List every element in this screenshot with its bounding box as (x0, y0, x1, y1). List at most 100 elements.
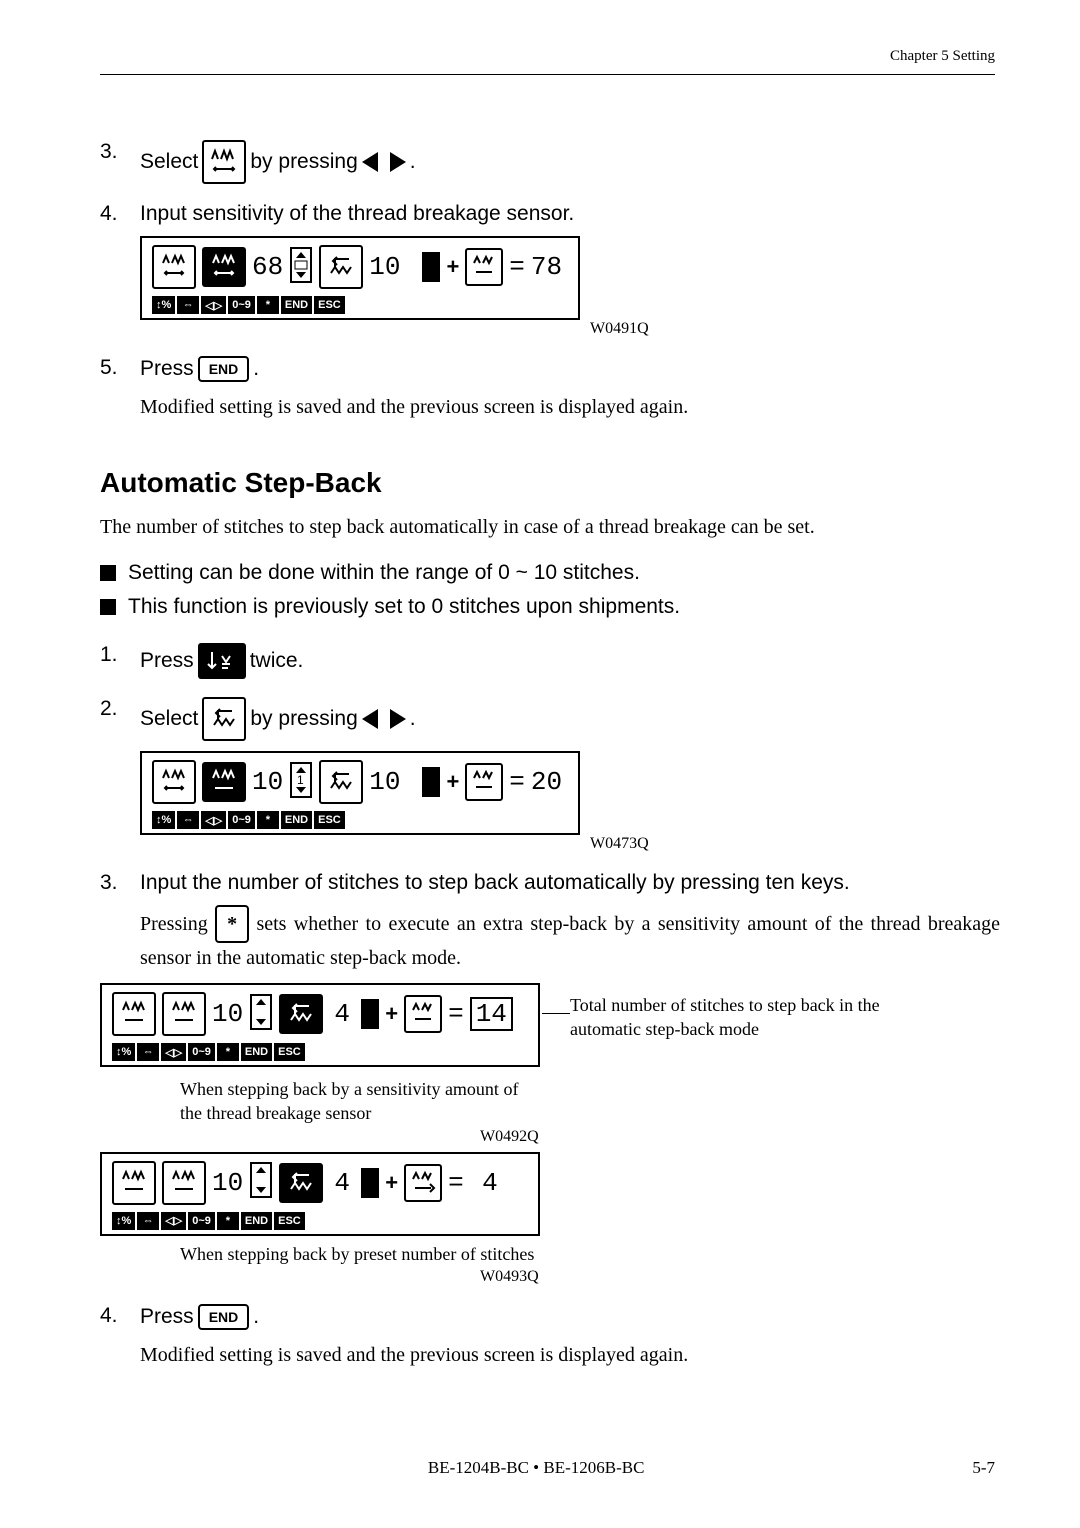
mini-btn: 0~9 (228, 296, 255, 314)
step-text: . (410, 707, 416, 731)
plus-icon: + (446, 769, 459, 795)
reference-code: W0492Q (480, 1128, 1000, 1146)
mini-btn: ⇔ (177, 811, 199, 829)
display-value: 10 (369, 767, 400, 797)
mini-btn: ESC (314, 296, 345, 314)
star-button: * (215, 905, 249, 943)
footer-page: 5-7 (972, 1458, 995, 1478)
stepback-dark-icon (279, 1163, 323, 1203)
sensor-icon-sm (404, 1164, 442, 1202)
display-value: 4 (470, 1168, 498, 1198)
mini-btn: ⇔ (137, 1043, 159, 1061)
step-row: 2. Select by pressing . 10 1 10 (100, 697, 1000, 853)
step-text: Select (140, 150, 198, 174)
updown-icon (249, 993, 273, 1036)
plus-icon: + (385, 1001, 398, 1027)
step-number: 3. (100, 871, 140, 895)
display-value: 10 (252, 767, 283, 797)
sensor-icon (152, 245, 196, 289)
step-text: by pressing (250, 707, 357, 731)
svg-text:1: 1 (297, 773, 304, 787)
step-row: 3. Select by pressing . (100, 140, 1000, 184)
mini-btn: ⇔ (177, 296, 199, 314)
step-text: twice. (250, 649, 304, 673)
bullet-text: This function is previously set to 0 sti… (128, 595, 680, 619)
step-text: Select (140, 707, 198, 731)
footer-model: BE-1204B-BC • BE-1206B-BC (428, 1458, 645, 1478)
display-value: 4 (329, 999, 355, 1029)
sensor-icon (112, 992, 156, 1036)
bullet-item: Setting can be done within the range of … (100, 561, 1000, 585)
sensor-icon-sm (404, 995, 442, 1033)
mini-btn: 0~9 (188, 1212, 215, 1230)
display-value: 78 (531, 252, 562, 282)
updown-icon (289, 246, 313, 289)
step-text: Press (140, 1305, 194, 1329)
step-text: . (253, 1305, 259, 1329)
small-dark-icon (361, 999, 379, 1029)
sensor-icon-sm (465, 763, 503, 801)
mini-btn: ↕% (152, 811, 175, 829)
updown-icon: 1 (289, 761, 313, 804)
step-text: Press (140, 649, 194, 673)
step-row: 4. Press END . Modified setting is saved… (100, 1304, 1000, 1370)
display-value: 20 (531, 767, 562, 797)
display-value: 4 (329, 1168, 355, 1198)
stepback-icon (202, 697, 246, 741)
mini-btn: * (217, 1043, 239, 1061)
display-value: 10 (212, 1168, 243, 1198)
bullet-item: This function is previously set to 0 sti… (100, 595, 1000, 619)
step-text: Input sensitivity of the thread breakage… (140, 202, 1000, 226)
mini-btn: ↕% (112, 1043, 135, 1061)
mini-btn: ↕% (112, 1212, 135, 1230)
section-heading: Automatic Step-Back (100, 467, 1000, 499)
reference-code: W0493Q (480, 1268, 1000, 1286)
plus-icon: + (446, 254, 459, 280)
sensor-icon (202, 140, 246, 184)
mini-btn: ◁▷ (201, 811, 226, 829)
step-number: 3. (100, 140, 140, 164)
mini-btn: END (281, 811, 312, 829)
step-subtext: sets whether to execute an extra step-ba… (140, 913, 1000, 969)
section-description: The number of stitches to step back auto… (100, 513, 1000, 541)
reference-code: W0473Q (590, 835, 1000, 853)
display-value: 10 (369, 252, 400, 282)
note-text: When stepping back by a sensitivity amou… (180, 1077, 540, 1126)
mini-btn: * (257, 811, 279, 829)
bullet-text: Setting can be done within the range of … (128, 561, 640, 585)
step-row: 5. Press END . Modified setting is saved… (100, 356, 1000, 422)
mini-btn: ◁▷ (201, 296, 226, 314)
display-value: 68 (252, 252, 283, 282)
mini-btn: ESC (274, 1212, 305, 1230)
note-text: When stepping back by preset number of s… (180, 1242, 540, 1266)
stepback-icon (319, 245, 363, 289)
mini-btn: END (241, 1212, 272, 1230)
page-footer: BE-1204B-BC • BE-1206B-BC 5-7 (100, 1458, 995, 1478)
mini-btn: ⇔ (137, 1212, 159, 1230)
sensor-icon (162, 992, 206, 1036)
step-text: Input the number of stitches to step bac… (140, 871, 1000, 895)
square-bullet-icon (100, 565, 116, 581)
step-subtext: Modified setting is saved and the previo… (140, 1340, 1000, 1370)
stepback-icon (319, 760, 363, 804)
left-arrow-icon (362, 152, 378, 172)
end-button: END (198, 356, 250, 382)
equals: = (448, 999, 464, 1029)
mini-btn: END (281, 296, 312, 314)
mini-btn: ◁▷ (161, 1043, 186, 1061)
step-text: . (410, 150, 416, 174)
step-number: 4. (100, 202, 140, 226)
lcd-display: 10 4 + = 14 ↕% ⇔ (100, 983, 540, 1067)
right-arrow-icon (390, 152, 406, 172)
right-arrow-icon (390, 709, 406, 729)
step-row: 1. Press twice. (100, 643, 1000, 679)
step-number: 5. (100, 356, 140, 380)
stepback-dark-icon (279, 994, 323, 1034)
mini-btn: END (241, 1043, 272, 1061)
reference-code: W0491Q (590, 320, 1000, 338)
equals: = (448, 1168, 464, 1198)
small-dark-icon (422, 252, 440, 282)
mini-btn: * (257, 296, 279, 314)
small-dark-icon (361, 1168, 379, 1198)
lcd-display: 68 10 + = 78 ↕% ⇔ ◁▷ 0~9 * (140, 236, 580, 320)
